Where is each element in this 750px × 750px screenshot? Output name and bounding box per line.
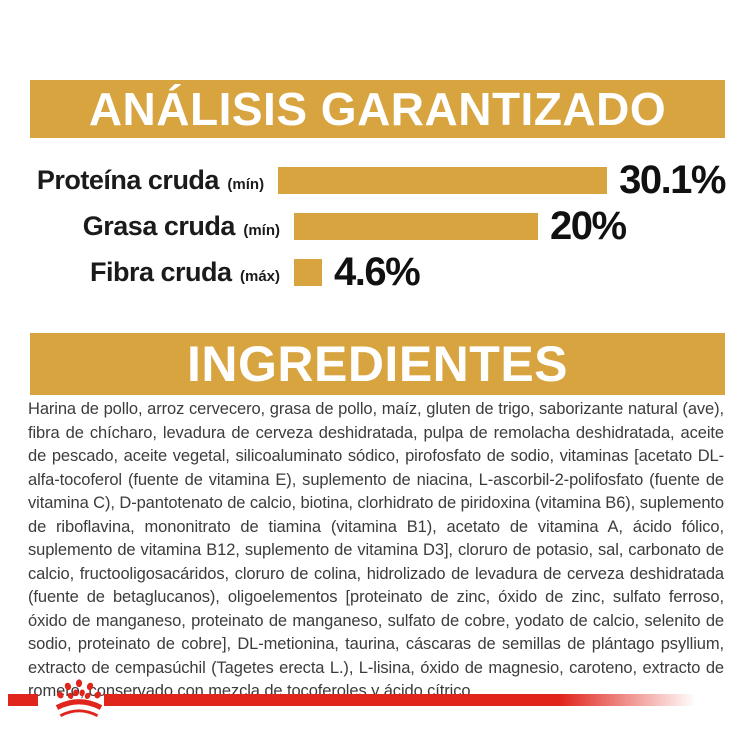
nutrient-name: Grasa cruda [82, 210, 236, 241]
nutrient-value: 30.1% [619, 157, 726, 202]
ingredients-text: Harina de pollo, arroz cervecero, grasa … [28, 400, 724, 700]
value-bar [278, 166, 608, 194]
nutrient-label: Fibra cruda (máx) [30, 257, 294, 288]
value-bar [294, 258, 322, 286]
nutrient-label: Proteína cruda (mín) [30, 165, 278, 196]
nutrient-name: Fibra cruda [89, 256, 232, 287]
nutrient-value: 4.6% [334, 249, 421, 294]
analysis-header-banner: ANÁLISIS GARANTIZADO [30, 80, 725, 138]
royal-canin-crown-logo [55, 679, 103, 718]
guaranteed-analysis-chart: Proteína cruda (mín) 30.1% Grasa cruda (… [30, 157, 727, 295]
nutrient-label: Grasa cruda (mín) [30, 211, 294, 242]
nutrient-value: 20% [550, 203, 627, 248]
red-bar-left-segment [8, 694, 38, 706]
red-bar-fading [104, 694, 696, 706]
analysis-title: ANÁLISIS GARANTIZADO [88, 83, 667, 135]
ingredients-title: INGREDIENTES [186, 336, 569, 392]
nutrient-qualifier: (mín) [227, 175, 265, 193]
nutrient-name: Proteína cruda [36, 164, 220, 195]
brand-footer [0, 665, 750, 740]
ingredients-header-banner: INGREDIENTES [30, 333, 725, 395]
nutrient-qualifier: (mín) [243, 221, 280, 239]
analysis-row-protein: Proteína cruda (mín) 30.1% [30, 157, 727, 203]
value-bar [294, 212, 538, 240]
analysis-row-fat: Grasa cruda (mín) 20% [30, 203, 725, 249]
analysis-row-fiber: Fibra cruda (máx) 4.6% [30, 249, 725, 295]
nutrient-qualifier: (máx) [239, 267, 280, 285]
